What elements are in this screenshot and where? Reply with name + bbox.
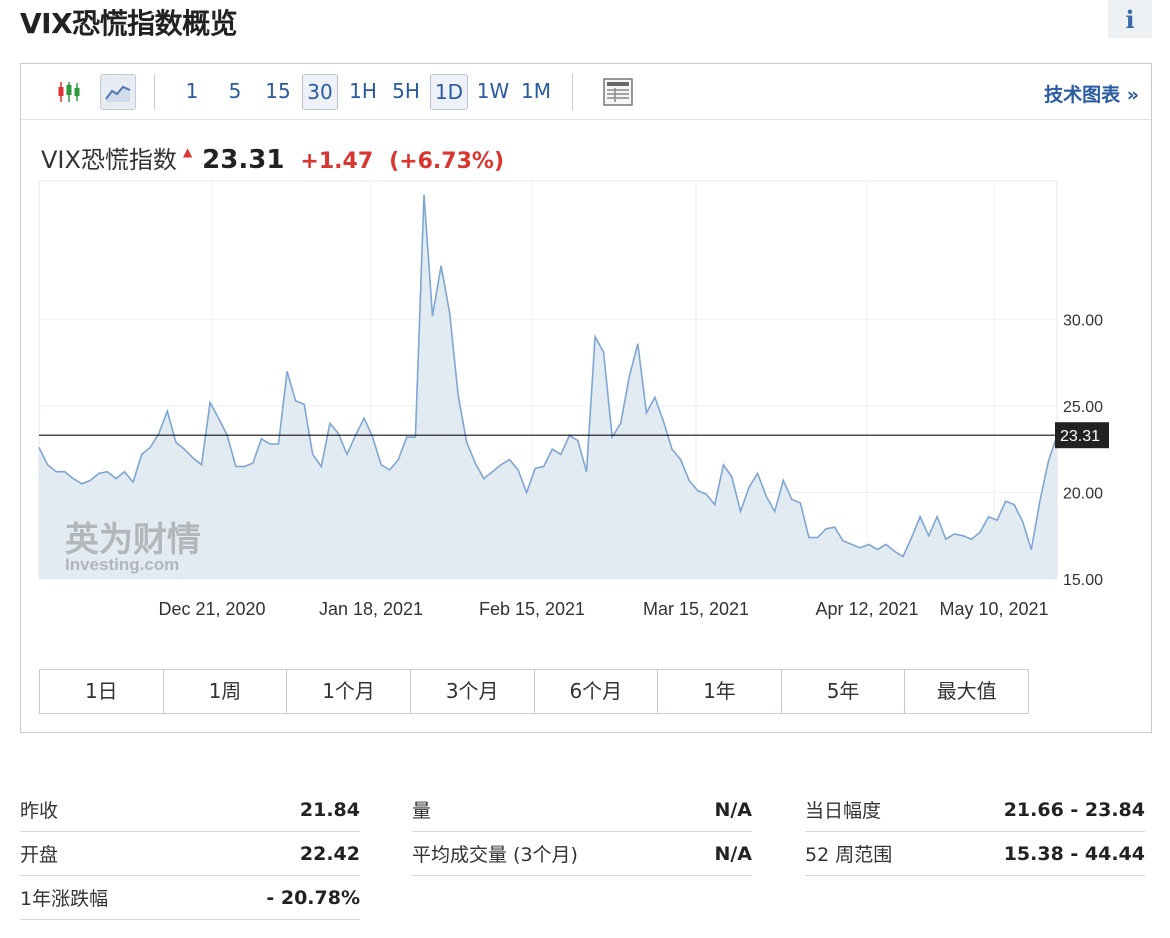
range-5y-button[interactable]: 5年 [781,670,906,713]
interval-1[interactable]: 1 [185,79,199,103]
range-3m-button[interactable]: 3个月 [410,670,535,713]
stat-value: - 20.78% [266,886,360,909]
stat-row-volume: 量 N/A [412,788,752,832]
stat-row-day-range: 当日幅度 21.66 - 23.84 [805,788,1145,832]
toolbar-divider [572,74,573,110]
stat-label: 52 周范围 [805,844,893,866]
stat-value: 21.84 [299,798,360,821]
stat-label: 开盘 [20,844,59,866]
quote-name: VIX恐慌指数 [41,146,177,174]
range-selector: 1日 1周 1个月 3个月 6个月 1年 5年 最大值 [39,669,1029,714]
interval-5h[interactable]: 5H [392,79,420,103]
table-view-icon[interactable] [600,74,636,110]
interval-5[interactable]: 5 [228,79,242,103]
chart-panel: 1 5 15 30 1H 5H 1D 1W 1M 技术图表 » VIX恐慌指数 … [20,63,1152,733]
interval-1w[interactable]: 1W [476,79,510,103]
range-1d-button[interactable]: 1日 [40,670,164,713]
stat-label: 当日幅度 [805,800,882,822]
range-6m-button[interactable]: 6个月 [534,670,659,713]
interval-1h[interactable]: 1H [349,79,377,103]
x-tick-label: Mar 15, 2021 [643,599,749,619]
stat-label: 平均成交量 (3个月) [412,844,578,866]
quote-change-pct: (+6.73%) [389,149,505,174]
range-1y-button[interactable]: 1年 [658,670,782,713]
y-tick-label: 25.00 [1063,399,1103,416]
y-tick-label: 20.00 [1063,485,1103,502]
interval-30[interactable]: 30 [302,74,338,110]
up-arrow-icon: ▲ [182,145,193,159]
y-tick-label: 30.00 [1063,312,1103,329]
quote-change: +1.47 [300,149,374,174]
range-1m-button[interactable]: 1个月 [287,670,411,713]
stat-label: 1年涨跌幅 [20,888,109,910]
interval-15[interactable]: 15 [265,79,291,103]
quote-price: 23.31 [202,145,285,175]
series-area [39,194,1057,580]
stat-row-prev-close: 昨收 21.84 [20,788,360,832]
stat-row-open: 开盘 22.42 [20,832,360,876]
page-title: VIX恐慌指数概览 [20,7,238,40]
x-tick-label: Dec 21, 2020 [158,599,265,619]
watermark-en: Investing.com [65,555,179,574]
toolbar-divider [154,74,155,110]
current-value-label: 23.31 [1060,428,1100,445]
current-value-tag [1055,422,1109,449]
range-max-button[interactable]: 最大值 [905,670,1028,713]
stat-row-52w-range: 52 周范围 15.38 - 44.44 [805,832,1145,876]
stat-row-1y-change: 1年涨跌幅 - 20.78% [20,876,360,920]
range-1w-button[interactable]: 1周 [163,670,288,713]
x-tick-label: Jan 18, 2021 [319,599,423,619]
stat-value: N/A [714,798,752,821]
stats-column-3: 当日幅度 21.66 - 23.84 52 周范围 15.38 - 44.44 [805,788,1145,876]
x-tick-label: Apr 12, 2021 [815,599,918,619]
stats-column-2: 量 N/A 平均成交量 (3个月) N/A [412,788,752,876]
watermark-cn: 英为财情 [65,520,201,560]
stat-value: 21.66 - 23.84 [1003,798,1145,821]
stat-value: N/A [714,842,752,865]
stats-column-1: 昨收 21.84 开盘 22.42 1年涨跌幅 - 20.78% [20,788,360,920]
stat-row-avg-volume: 平均成交量 (3个月) N/A [412,832,752,876]
chart-toolbar: 1 5 15 30 1H 5H 1D 1W 1M 技术图表 » [21,64,1151,120]
x-tick-label: May 10, 2021 [939,599,1048,619]
quote-header: VIX恐慌指数 ▲ 23.31 +1.47 (+6.73%) [41,140,505,175]
technical-chart-link[interactable]: 技术图表 » [1044,84,1139,106]
x-tick-label: Feb 15, 2021 [479,599,585,619]
y-tick-label: 15.00 [1063,572,1103,589]
interval-1m[interactable]: 1M [521,79,551,103]
candlestick-icon[interactable] [51,74,87,110]
stat-label: 量 [412,800,432,822]
line-chart-icon[interactable] [100,74,136,110]
interval-1d[interactable]: 1D [430,74,468,110]
series-line [38,194,1058,558]
stat-label: 昨收 [20,800,59,822]
stat-value: 15.38 - 44.44 [1003,842,1145,865]
price-chart[interactable]: 15.00 20.00 25.00 30.00 23.31 Dec 21, 2020 Jan… [21,64,1151,664]
stat-value: 22.42 [299,842,360,865]
info-icon[interactable]: i [1108,0,1152,38]
